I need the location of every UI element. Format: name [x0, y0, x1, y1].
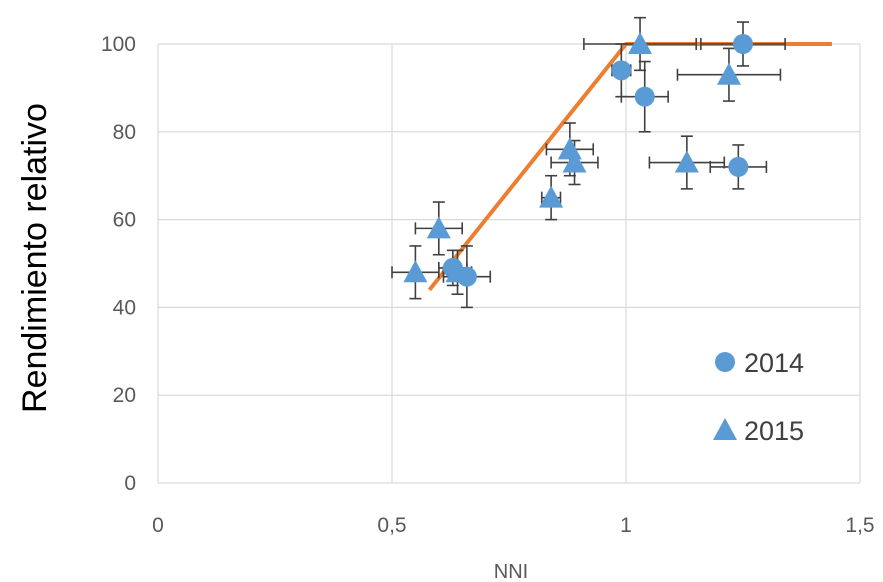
data-points: [403, 32, 753, 287]
x-tick-label: 1: [620, 514, 632, 537]
y-axis-title: Rendimiento relativo: [16, 103, 54, 413]
legend-marker-2014: [715, 352, 735, 372]
y-tick-label: 20: [113, 384, 136, 407]
point-2014: [733, 34, 753, 54]
point-2015: [674, 150, 699, 173]
point-2014: [611, 60, 632, 81]
y-tick-label: 60: [113, 209, 136, 232]
point-2014: [634, 86, 655, 107]
legend: 2014 2015: [713, 348, 804, 446]
fit-line: [427, 42, 832, 292]
legend-marker-2015: [713, 418, 737, 440]
point-2015: [426, 216, 451, 239]
point-2015: [562, 150, 587, 173]
legend-label-2014: 2014: [744, 348, 804, 378]
legend-label-2015: 2015: [744, 416, 804, 446]
y-tick-labels: 0 20 40 60 80 100: [101, 33, 136, 495]
grid: [157, 43, 861, 484]
x-axis-title: NNI: [494, 561, 528, 582]
point-2015: [716, 62, 741, 85]
x-tick-label: 0,5: [377, 514, 406, 537]
x-tick-label: 0: [152, 514, 164, 537]
point-2015: [445, 260, 470, 283]
x-tick-labels: 0 0,5 1 1,5: [152, 514, 874, 537]
x-tick-label: 1,5: [845, 514, 874, 537]
y-tick-label: 80: [113, 121, 136, 144]
y-tick-label: 40: [113, 296, 136, 319]
point-2015: [539, 185, 564, 208]
point-2014: [728, 156, 749, 177]
fit-line-group: [427, 42, 832, 292]
y-tick-label: 100: [101, 33, 136, 56]
y-tick-label: 0: [124, 472, 136, 495]
point-2015: [628, 32, 653, 54]
point-2015: [403, 260, 428, 283]
